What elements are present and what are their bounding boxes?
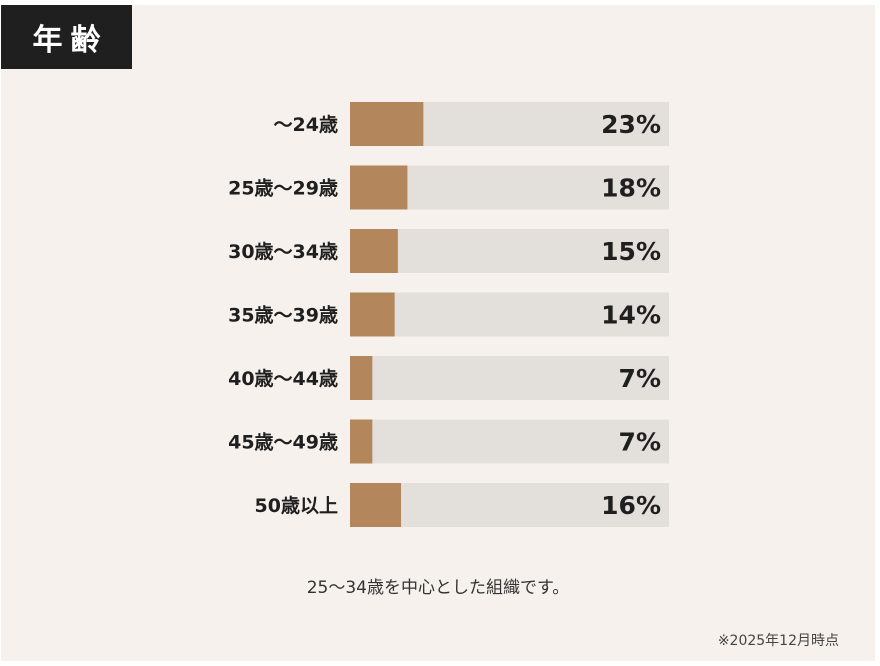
bar-row: 30歳〜34歳 15% xyxy=(228,229,669,273)
bar-row: 40歳〜44歳 7% xyxy=(228,356,669,400)
section-title: 年齢 xyxy=(32,23,109,58)
category-label: 〜24歳 xyxy=(274,114,338,136)
value-label: 7% xyxy=(619,428,661,457)
category-label: 35歳〜39歳 xyxy=(228,305,338,327)
bar-track xyxy=(350,292,669,337)
bar xyxy=(350,229,398,273)
bar-row: 45歳〜49歳 7% xyxy=(228,419,669,464)
age-bar-chart: 〜24歳 23% 25歳〜29歳 18% 30歳〜34歳 15% 35歳〜39歳 14% 40歳… xyxy=(228,102,669,527)
value-label: 7% xyxy=(619,364,661,393)
section-title-tab: 年齢 xyxy=(1,5,132,69)
category-label: 50歳以上 xyxy=(255,495,338,517)
category-label: 40歳〜44歳 xyxy=(228,368,338,390)
bar-row: 35歳〜39歳 14% xyxy=(228,292,669,337)
bar xyxy=(350,419,373,464)
bar-track xyxy=(350,419,669,464)
bar-track xyxy=(350,356,669,400)
value-label: 14% xyxy=(601,301,661,330)
bar xyxy=(350,483,402,527)
age-card: 年齢 〜24歳 23% 25歳〜29歳 18% 30歳〜34歳 15% 35歳〜39歳 14%… xyxy=(1,5,875,661)
category-label: 30歳〜34歳 xyxy=(228,241,338,263)
value-label: 18% xyxy=(601,174,661,203)
footnote: ※2025年12月時点 xyxy=(717,633,839,649)
chart-caption: 25〜34歳を中心とした組織です。 xyxy=(306,578,570,598)
category-label: 45歳〜49歳 xyxy=(228,432,338,454)
bar-row: 25歳〜29歳 18% xyxy=(228,165,669,210)
bar-row: 50歳以上 16% xyxy=(255,483,669,527)
bar xyxy=(350,165,408,210)
bar xyxy=(350,356,373,400)
category-label: 25歳〜29歳 xyxy=(228,178,338,200)
bar-track xyxy=(350,483,669,527)
bar-row: 〜24歳 23% xyxy=(274,102,669,146)
bar xyxy=(350,292,395,337)
value-label: 16% xyxy=(601,491,661,520)
value-label: 23% xyxy=(601,110,661,139)
bar xyxy=(350,102,424,146)
bar-track xyxy=(350,229,669,273)
value-label: 15% xyxy=(601,237,661,266)
